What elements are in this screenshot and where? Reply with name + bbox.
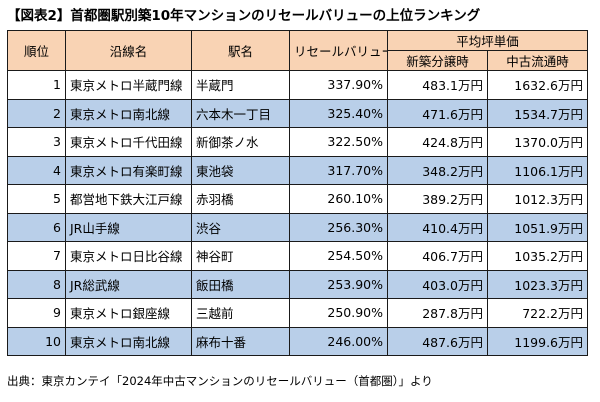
station-cell: 赤羽橋 <box>191 184 290 214</box>
used-price-cell: 1012.3万円 <box>486 184 589 214</box>
new-sale-price-cell: 483.1万円 <box>387 70 488 100</box>
used-price-cell: 1632.6万円 <box>486 70 589 100</box>
station-cell: 麻布十番 <box>191 326 290 356</box>
rank-cell: 10 <box>7 326 66 356</box>
rank-cell: 4 <box>7 155 66 185</box>
station-cell: 神谷町 <box>191 241 290 271</box>
rank-cell: 9 <box>7 298 66 328</box>
station-cell: 東池袋 <box>191 155 290 185</box>
rank-cell: 1 <box>7 70 66 100</box>
line-cell: 東京メトロ南北線 <box>65 98 192 128</box>
station-cell: 渋谷 <box>191 212 290 242</box>
new-sale-price-cell: 487.6万円 <box>387 326 488 356</box>
ranking-table: 順位 沿線名 駅名 リセールバリュー 平均坪単価 新築分譲時 中古流通時 1 東京… <box>7 30 589 356</box>
resale-value-cell: 260.10% <box>289 184 388 214</box>
ranking-table-body: 1 東京メトロ半蔵門線 半蔵門 337.90% 483.1万円 1632.6万円 2 東京メト… <box>7 70 589 356</box>
header-average-price: 平均坪単価 <box>386 30 589 51</box>
used-price-cell: 1051.9万円 <box>486 212 589 242</box>
used-price-cell: 722.2万円 <box>486 298 589 328</box>
page-title: 【図表2】首都圏駅別築10年マンションのリセールバリューの上位ランキング <box>7 8 481 24</box>
used-price-cell: 1199.6万円 <box>486 326 589 356</box>
rank-cell: 3 <box>7 127 66 157</box>
new-sale-price-cell: 403.0万円 <box>387 269 488 299</box>
used-price-cell: 1106.1万円 <box>486 155 589 185</box>
used-price-cell: 1370.0万円 <box>486 127 589 157</box>
table-row: 2 東京メトロ南北線 六本木一丁目 325.40% 471.6万円 1534.7万円 <box>7 98 589 128</box>
line-cell: JR山手線 <box>65 212 192 242</box>
table-row: 6 JR山手線 渋谷 256.30% 410.4万円 1051.9万円 <box>7 212 589 242</box>
new-sale-price-cell: 424.8万円 <box>387 127 488 157</box>
line-cell: 東京メトロ千代田線 <box>65 127 192 157</box>
resale-value-cell: 325.40% <box>289 98 388 128</box>
new-sale-price-cell: 389.2万円 <box>387 184 488 214</box>
header-resale-value: リセールバリュー <box>289 30 388 71</box>
header-new-sale: 新築分譲時 <box>387 50 488 71</box>
table-row: 5 都営地下鉄大江戸線 赤羽橋 260.10% 389.2万円 1012.3万円 <box>7 184 589 214</box>
header-rank: 順位 <box>7 30 66 71</box>
rank-cell: 7 <box>7 241 66 271</box>
used-price-cell: 1534.7万円 <box>486 98 589 128</box>
table-row: 10 東京メトロ南北線 麻布十番 246.00% 487.6万円 1199.6万円 <box>7 326 589 356</box>
table-row: 9 東京メトロ銀座線 三越前 250.90% 287.8万円 722.2万円 <box>7 298 589 328</box>
resale-value-cell: 246.00% <box>289 326 388 356</box>
rank-cell: 6 <box>7 212 66 242</box>
line-cell: 東京メトロ有楽町線 <box>65 155 192 185</box>
table-row: 8 JR総武線 飯田橋 253.90% 403.0万円 1023.3万円 <box>7 269 589 299</box>
resale-value-cell: 254.50% <box>289 241 388 271</box>
table-row: 4 東京メトロ有楽町線 東池袋 317.70% 348.2万円 1106.1万円 <box>7 155 589 185</box>
resale-value-cell: 250.90% <box>289 298 388 328</box>
new-sale-price-cell: 348.2万円 <box>387 155 488 185</box>
new-sale-price-cell: 410.4万円 <box>387 212 488 242</box>
resale-value-cell: 317.70% <box>289 155 388 185</box>
resale-value-cell: 256.30% <box>289 212 388 242</box>
line-cell: JR総武線 <box>65 269 192 299</box>
new-sale-price-cell: 406.7万円 <box>387 241 488 271</box>
station-cell: 半蔵門 <box>191 70 290 100</box>
rank-cell: 2 <box>7 98 66 128</box>
used-price-cell: 1035.2万円 <box>486 241 589 271</box>
station-cell: 三越前 <box>191 298 290 328</box>
table-row: 7 東京メトロ日比谷線 神谷町 254.50% 406.7万円 1035.2万円 <box>7 241 589 271</box>
station-cell: 飯田橋 <box>191 269 290 299</box>
line-cell: 東京メトロ半蔵門線 <box>65 70 192 100</box>
header-line: 沿線名 <box>65 30 192 71</box>
resale-value-cell: 322.50% <box>289 127 388 157</box>
line-cell: 東京メトロ銀座線 <box>65 298 192 328</box>
header-station: 駅名 <box>191 30 290 71</box>
source-note: 出典：東京カンテイ「2024年中古マンションのリセールバリュー（首都圏）」より <box>7 374 433 388</box>
header-used: 中古流通時 <box>486 50 589 71</box>
line-cell: 東京メトロ日比谷線 <box>65 241 192 271</box>
resale-value-cell: 253.90% <box>289 269 388 299</box>
resale-value-cell: 337.90% <box>289 70 388 100</box>
table-row: 3 東京メトロ千代田線 新御茶ノ水 322.50% 424.8万円 1370.0万円 <box>7 127 589 157</box>
station-cell: 六本木一丁目 <box>191 98 290 128</box>
new-sale-price-cell: 287.8万円 <box>387 298 488 328</box>
station-cell: 新御茶ノ水 <box>191 127 290 157</box>
rank-cell: 5 <box>7 184 66 214</box>
line-cell: 東京メトロ南北線 <box>65 326 192 356</box>
line-cell: 都営地下鉄大江戸線 <box>65 184 192 214</box>
new-sale-price-cell: 471.6万円 <box>387 98 488 128</box>
used-price-cell: 1023.3万円 <box>486 269 589 299</box>
table-row: 1 東京メトロ半蔵門線 半蔵門 337.90% 483.1万円 1632.6万円 <box>7 70 589 100</box>
rank-cell: 8 <box>7 269 66 299</box>
